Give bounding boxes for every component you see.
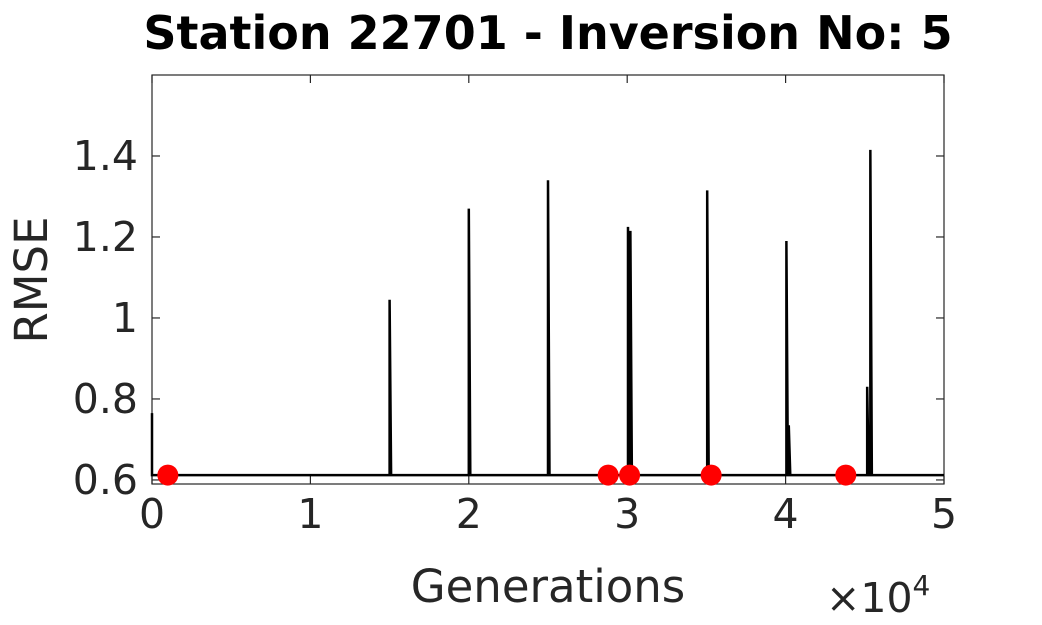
plot-area: 0 1 2 3 4 5 0.6 0.8 1 1.2 1.4 — [73, 74, 957, 538]
x-axis-multiplier-exponent: 4 — [913, 569, 931, 602]
x-tick-label: 2 — [456, 490, 482, 538]
x-axis-multiplier: ×104 — [826, 569, 930, 622]
x-tick-label: 5 — [931, 490, 957, 538]
x-tick-label: 0 — [139, 490, 165, 538]
red-marker — [157, 464, 179, 486]
y-axis-label: RMSE — [5, 216, 58, 343]
x-tick-label: 1 — [297, 490, 323, 538]
x-tick-label: 3 — [614, 490, 640, 538]
y-tick-label: 1.2 — [73, 213, 138, 261]
chart-title: Station 22701 - Inversion No: 5 — [143, 6, 952, 60]
red-marker — [619, 464, 641, 486]
red-marker — [597, 464, 619, 486]
x-axis-label: Generations — [411, 560, 685, 613]
y-tick-label: 1.4 — [73, 132, 138, 180]
y-tick-label: 1 — [112, 294, 138, 342]
y-tick-label: 0.8 — [73, 375, 138, 423]
x-axis-multiplier-base: ×10 — [826, 574, 913, 622]
y-tick-label: 0.6 — [73, 456, 138, 504]
red-marker — [700, 464, 722, 486]
red-marker — [835, 464, 857, 486]
x-tick-label: 4 — [773, 490, 799, 538]
